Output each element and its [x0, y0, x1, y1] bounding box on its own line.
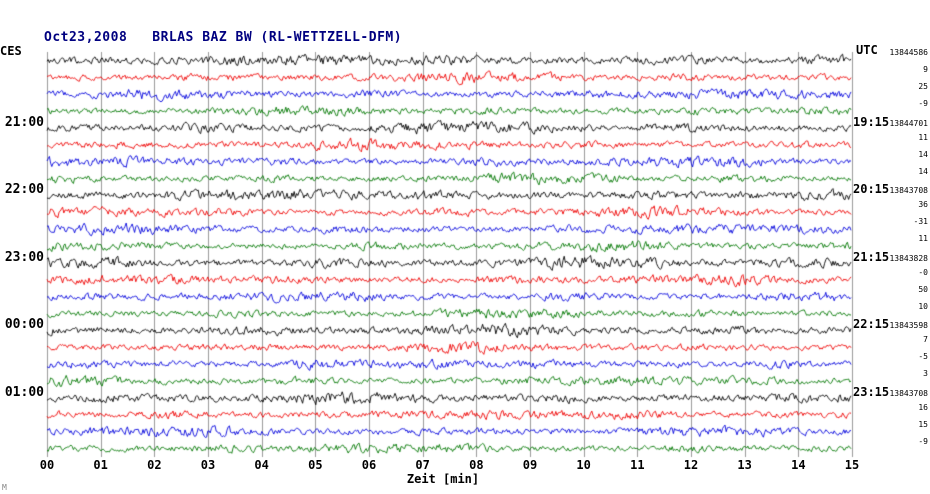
counter-value: 11 — [918, 132, 928, 142]
x-tick-label: 12 — [683, 458, 699, 472]
right-row-label: 14 — [853, 167, 928, 179]
x-tick-label: 06 — [361, 458, 377, 472]
counter-value: 14 — [918, 149, 928, 159]
right-row-label: 16 — [853, 403, 928, 415]
counter-value: 13843828 — [889, 253, 928, 263]
right-row-label: 7 — [853, 335, 928, 347]
x-tick-label: 02 — [147, 458, 162, 472]
x-tick-label: 00 — [39, 458, 55, 472]
counter-value: 3 — [923, 369, 928, 379]
left-hour-label: 23:00 — [4, 249, 44, 265]
page-title: Oct23,2008 BRLAS BAZ BW (RL-WETTZELL-DFM… — [44, 30, 403, 45]
x-tick-label: 10 — [576, 458, 591, 472]
x-tick-label: 13 — [737, 458, 752, 472]
counter-value: -31 — [913, 217, 928, 227]
left-hour-label: 22:00 — [4, 182, 44, 198]
x-tick-label: 08 — [469, 458, 484, 472]
x-axis-title: Zeit [min] — [406, 472, 480, 486]
left-timezone-label: CES — [0, 44, 22, 58]
counter-value: -5 — [918, 352, 928, 362]
counter-value: 13843708 — [889, 186, 928, 196]
right-row-label: 36 — [853, 200, 928, 212]
x-tick-label: 04 — [254, 458, 269, 472]
counter-value: -0 — [918, 267, 928, 277]
right-row-label: 15 — [853, 420, 928, 432]
x-tick-label: 15 — [844, 458, 860, 472]
x-tick-label: 03 — [200, 458, 216, 472]
right-row-label: 13844586 — [853, 48, 928, 60]
right-row-label: -5 — [853, 352, 928, 364]
counter-value: 13843708 — [889, 388, 928, 398]
right-row-label: 23:15 13843708 — [853, 386, 928, 398]
x-tick-label: 01 — [93, 458, 108, 472]
right-row-label: 10 — [853, 302, 928, 314]
left-hour-label: 00:00 — [4, 317, 44, 333]
counter-value: 16 — [918, 402, 928, 412]
right-row-label: -9 — [853, 437, 928, 449]
counter-value: 36 — [918, 200, 928, 210]
left-hour-label: 01:00 — [4, 384, 44, 400]
right-row-label: 3 — [853, 369, 928, 381]
utc-hour-label: 23:15 — [853, 384, 890, 399]
right-row-label: 22:15 13843598 — [853, 318, 928, 330]
right-row-label: 9 — [853, 65, 928, 77]
x-tick-label: 07 — [415, 458, 430, 472]
right-row-label: 21:15 13843828 — [853, 251, 928, 263]
counter-value: 7 — [923, 335, 928, 345]
counter-value: 10 — [918, 301, 928, 311]
counter-value: -9 — [918, 436, 928, 446]
right-row-label: -31 — [853, 217, 928, 229]
right-row-label: -9 — [853, 99, 928, 111]
counter-value: 13844586 — [889, 48, 928, 58]
counter-value: 25 — [918, 82, 928, 92]
right-row-label: 20:15 13843708 — [853, 183, 928, 195]
counter-value: 13843598 — [889, 321, 928, 331]
right-timezone-label: UTC — [856, 43, 878, 57]
counter-value: 9 — [923, 65, 928, 75]
utc-hour-label: 22:15 — [853, 317, 890, 332]
right-row-label: 14 — [853, 150, 928, 162]
right-row-label: 25 — [853, 82, 928, 94]
utc-hour-label: 19:15 — [853, 114, 890, 129]
counter-value: 13844701 — [889, 118, 928, 128]
right-row-label: 11 — [853, 234, 928, 246]
utc-hour-label: 21:15 — [853, 249, 890, 264]
left-hour-label: 21:00 — [4, 114, 44, 130]
right-row-label: 11 — [853, 133, 928, 145]
counter-value: 14 — [918, 166, 928, 176]
watermark-glyph: M — [2, 483, 7, 492]
right-row-label: 50 — [853, 285, 928, 297]
x-tick-label: 14 — [791, 458, 806, 472]
x-tick-label: 11 — [630, 458, 645, 472]
counter-value: 11 — [918, 234, 928, 244]
utc-hour-label: 20:15 — [853, 182, 890, 197]
right-row-label: -0 — [853, 268, 928, 280]
counter-value: 15 — [918, 419, 928, 429]
right-row-label: 19:15 13844701 — [853, 116, 928, 128]
counter-value: -9 — [918, 99, 928, 109]
x-tick-label: 09 — [522, 458, 538, 472]
x-tick-label: 05 — [308, 458, 323, 472]
counter-value: 50 — [918, 284, 928, 294]
